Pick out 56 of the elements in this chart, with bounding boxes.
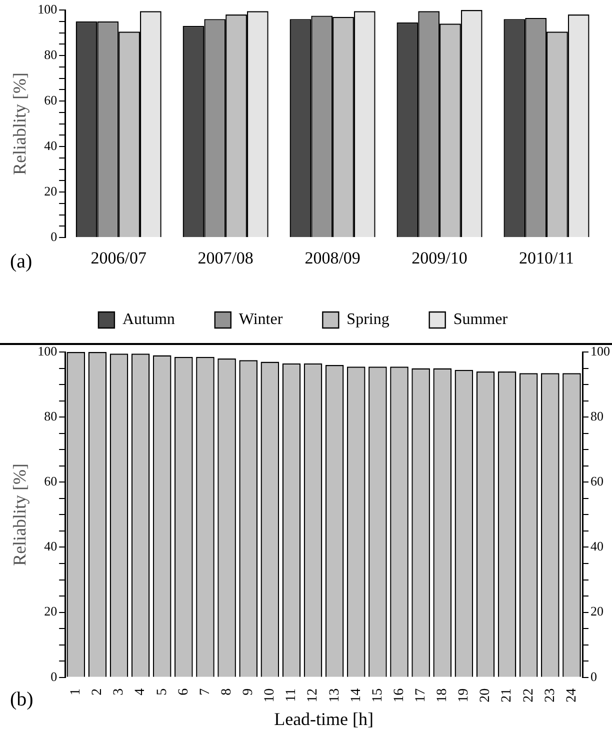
x-tick-label: 2010/11 [518, 248, 574, 268]
x-axis-title: Lead-time [h] [274, 708, 374, 729]
y-tick-label: 60 [44, 92, 58, 108]
y-tick-label: 60 [44, 474, 58, 489]
x-tick-label: 2 [90, 688, 106, 696]
y-tick-label: 20 [44, 604, 58, 619]
x-tick-label: 16 [392, 688, 407, 702]
x-tick-label: 20 [478, 688, 494, 702]
y-tick-label: 80 [44, 408, 58, 424]
y-axis-title: Reliablity [%] [10, 72, 30, 176]
x-tick-label: 19 [456, 688, 472, 702]
x-tick-label: 8 [219, 688, 234, 696]
x-tick-label: 6 [176, 688, 192, 696]
x-tick-label: 4 [133, 688, 148, 696]
x-tick-label: 2009/10 [412, 248, 468, 268]
x-tick-label: 24 [564, 688, 580, 702]
x-tick-label: 17 [413, 688, 428, 702]
y2-tick-label: 0 [590, 668, 597, 684]
y-tick-label: 0 [50, 229, 58, 244]
x-tick-label: 2007/08 [198, 248, 254, 268]
x-tick-label: 14 [348, 688, 364, 702]
x-tick-label: 2008/09 [304, 248, 360, 268]
x-tick-label: 23 [542, 688, 558, 702]
x-tick-label: 13 [327, 688, 342, 702]
legend-label: Autumn [122, 311, 175, 328]
y-axis-title: Reliablity [%] [10, 463, 30, 566]
text: (b) [10, 688, 34, 710]
x-tick-label: 18 [435, 688, 450, 702]
y-tick-label: 100 [38, 1, 58, 16]
y-tick-label: 40 [44, 138, 58, 153]
y2-tick-label: 80 [590, 408, 604, 424]
y2-tick-label: 40 [590, 538, 604, 554]
x-tick-label: 5 [154, 688, 170, 696]
x-tick-label: 10 [262, 688, 278, 702]
y-tick-label: 80 [44, 46, 58, 62]
text: (a) [10, 250, 32, 273]
x-tick-label: 15 [370, 688, 386, 702]
legend-label: Spring [346, 311, 390, 328]
legend-label: Summer [453, 311, 508, 328]
x-tick-label: 3 [112, 688, 127, 696]
x-tick-label: 2006/07 [90, 248, 147, 268]
y2-tick-label: 60 [590, 474, 604, 489]
x-tick-label: 11 [284, 688, 300, 702]
y-tick-label: 20 [44, 184, 58, 198]
legend-label: Winter [238, 311, 284, 328]
x-tick-label: 9 [241, 688, 256, 696]
y2-tick-label: 100 [590, 343, 610, 358]
x-tick-label: 22 [521, 688, 536, 702]
y2-tick-label: 20 [590, 604, 604, 619]
y-tick-label: 0 [50, 668, 58, 684]
x-tick-label: 21 [500, 688, 515, 702]
x-tick-label: 7 [198, 688, 213, 696]
y-tick-label: 100 [38, 343, 58, 358]
y-tick-label: 40 [44, 538, 58, 554]
x-tick-label: 12 [306, 688, 321, 702]
x-tick-label: 1 [68, 688, 84, 696]
